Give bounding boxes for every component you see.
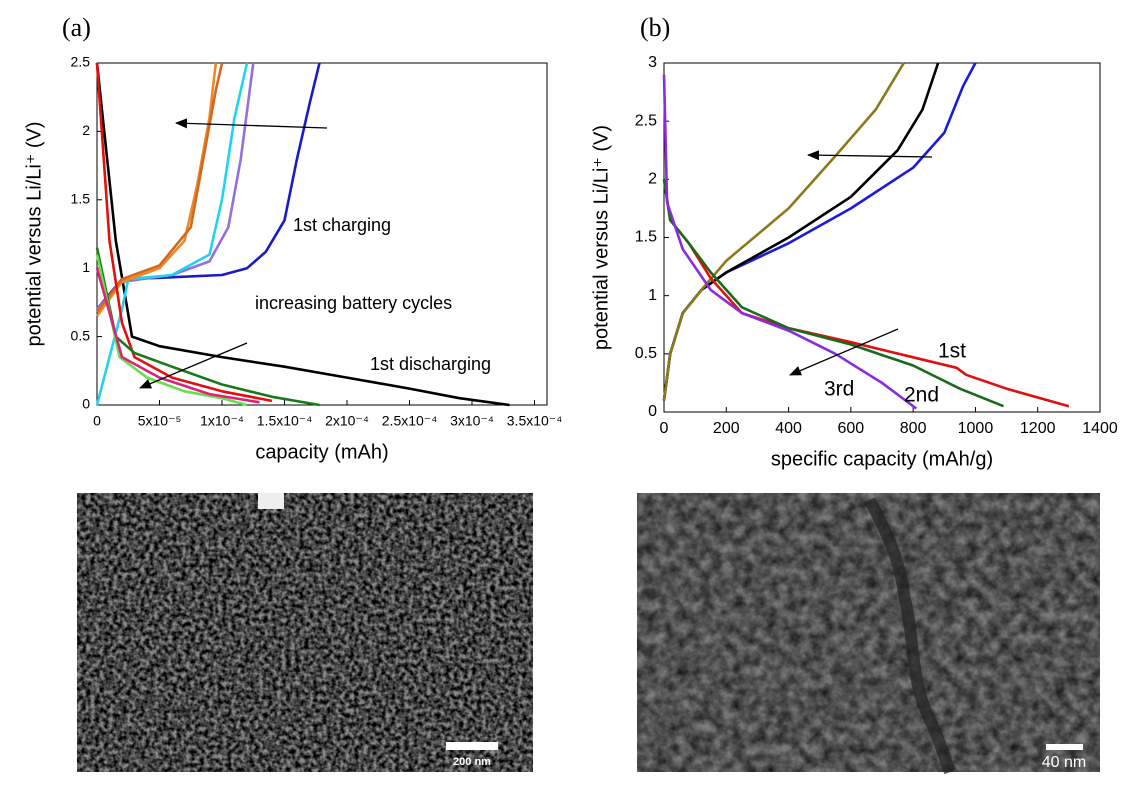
x-tick-label: 2x10⁻⁴	[325, 413, 369, 429]
x-tick-label: 800	[900, 420, 927, 437]
y-tick-label: 2	[648, 171, 657, 188]
annotation: 3rd	[824, 378, 854, 401]
y-tick-label: 0.5	[71, 327, 91, 343]
y-tick-label: 0	[82, 396, 90, 412]
y-axis-label: potential versus Li/Li⁺ (V)	[590, 125, 612, 350]
annotation: increasing battery cycles	[255, 293, 452, 313]
annotation: 1st	[938, 340, 966, 363]
y-tick-label: 1.5	[635, 229, 657, 246]
y-axis-label: potential versus Li/Li⁺ (V)	[23, 121, 45, 346]
x-tick-label: 1x10⁻⁴	[200, 413, 244, 429]
scale-bar-label: 200 nm	[453, 756, 491, 768]
line-series	[97, 63, 320, 309]
x-tick-label: 200	[713, 420, 740, 437]
x-tick-label: 0	[93, 413, 101, 429]
sem-image: 200 nm	[77, 493, 533, 772]
chart-b: 0 0.5 1 1.5 2 2.5 3 0 200 400 600 800 1000 1200 1400 sp…	[590, 54, 1118, 470]
x-tick-label: 1400	[1082, 420, 1118, 437]
x-tick-label: 2.5x10⁻⁴	[382, 413, 437, 429]
x-tick-label: 1000	[958, 420, 994, 437]
x-tick-label: 1200	[1020, 420, 1056, 437]
scale-bar-label: 40 nm	[1042, 754, 1086, 771]
line-series	[97, 268, 260, 402]
x-tick-label: 5x10⁻⁵	[138, 413, 182, 429]
x-tick-label: 400	[775, 420, 802, 437]
annotation: 2nd	[904, 384, 939, 407]
x-axis-label: capacity (mAh)	[255, 441, 388, 463]
figure: (a) (b) 0 0.5 1 1.5 2 2.5 0 5x10⁻⁵ 1x10⁻⁴ 1.5x10⁻…	[0, 0, 1122, 809]
line-series	[664, 63, 975, 400]
y-tick-label: 0.5	[635, 345, 657, 362]
x-tick-label: 1.5x10⁻⁴	[257, 413, 312, 429]
arrow	[140, 343, 247, 388]
arrow	[790, 329, 898, 375]
x-axis-label: specific capacity (mAh/g)	[771, 448, 993, 470]
chart-a: 0 0.5 1 1.5 2 2.5 0 5x10⁻⁵ 1x10⁻⁴ 1.5x10⁻⁴ 2x10⁻⁴ 2…	[23, 54, 562, 464]
sem-image: 40 nm	[637, 493, 1100, 772]
x-tick-label: 600	[838, 420, 865, 437]
y-tick-label: 1	[82, 259, 90, 275]
x-tick-label: 3x10⁻⁴	[450, 413, 494, 429]
y-tick-label: 2.5	[635, 112, 657, 129]
y-tick-label: 1	[648, 287, 657, 304]
y-tick-label: 2	[82, 122, 90, 138]
panel-label: (a)	[62, 13, 91, 42]
x-tick-label: 3.5x10⁻⁴	[507, 413, 562, 429]
y-tick-label: 1.5	[71, 191, 91, 207]
line-series	[664, 63, 938, 400]
x-tick-label: 0	[660, 420, 669, 437]
plot-frame	[664, 63, 1100, 412]
y-tick-label: 3	[648, 54, 657, 71]
y-tick-label: 0	[648, 403, 657, 420]
annotation: 1st discharging	[370, 354, 491, 374]
y-tick-label: 2.5	[71, 54, 91, 70]
arrow	[808, 155, 932, 157]
panel-label: (b)	[640, 13, 670, 42]
annotation: 1st charging	[293, 215, 391, 235]
